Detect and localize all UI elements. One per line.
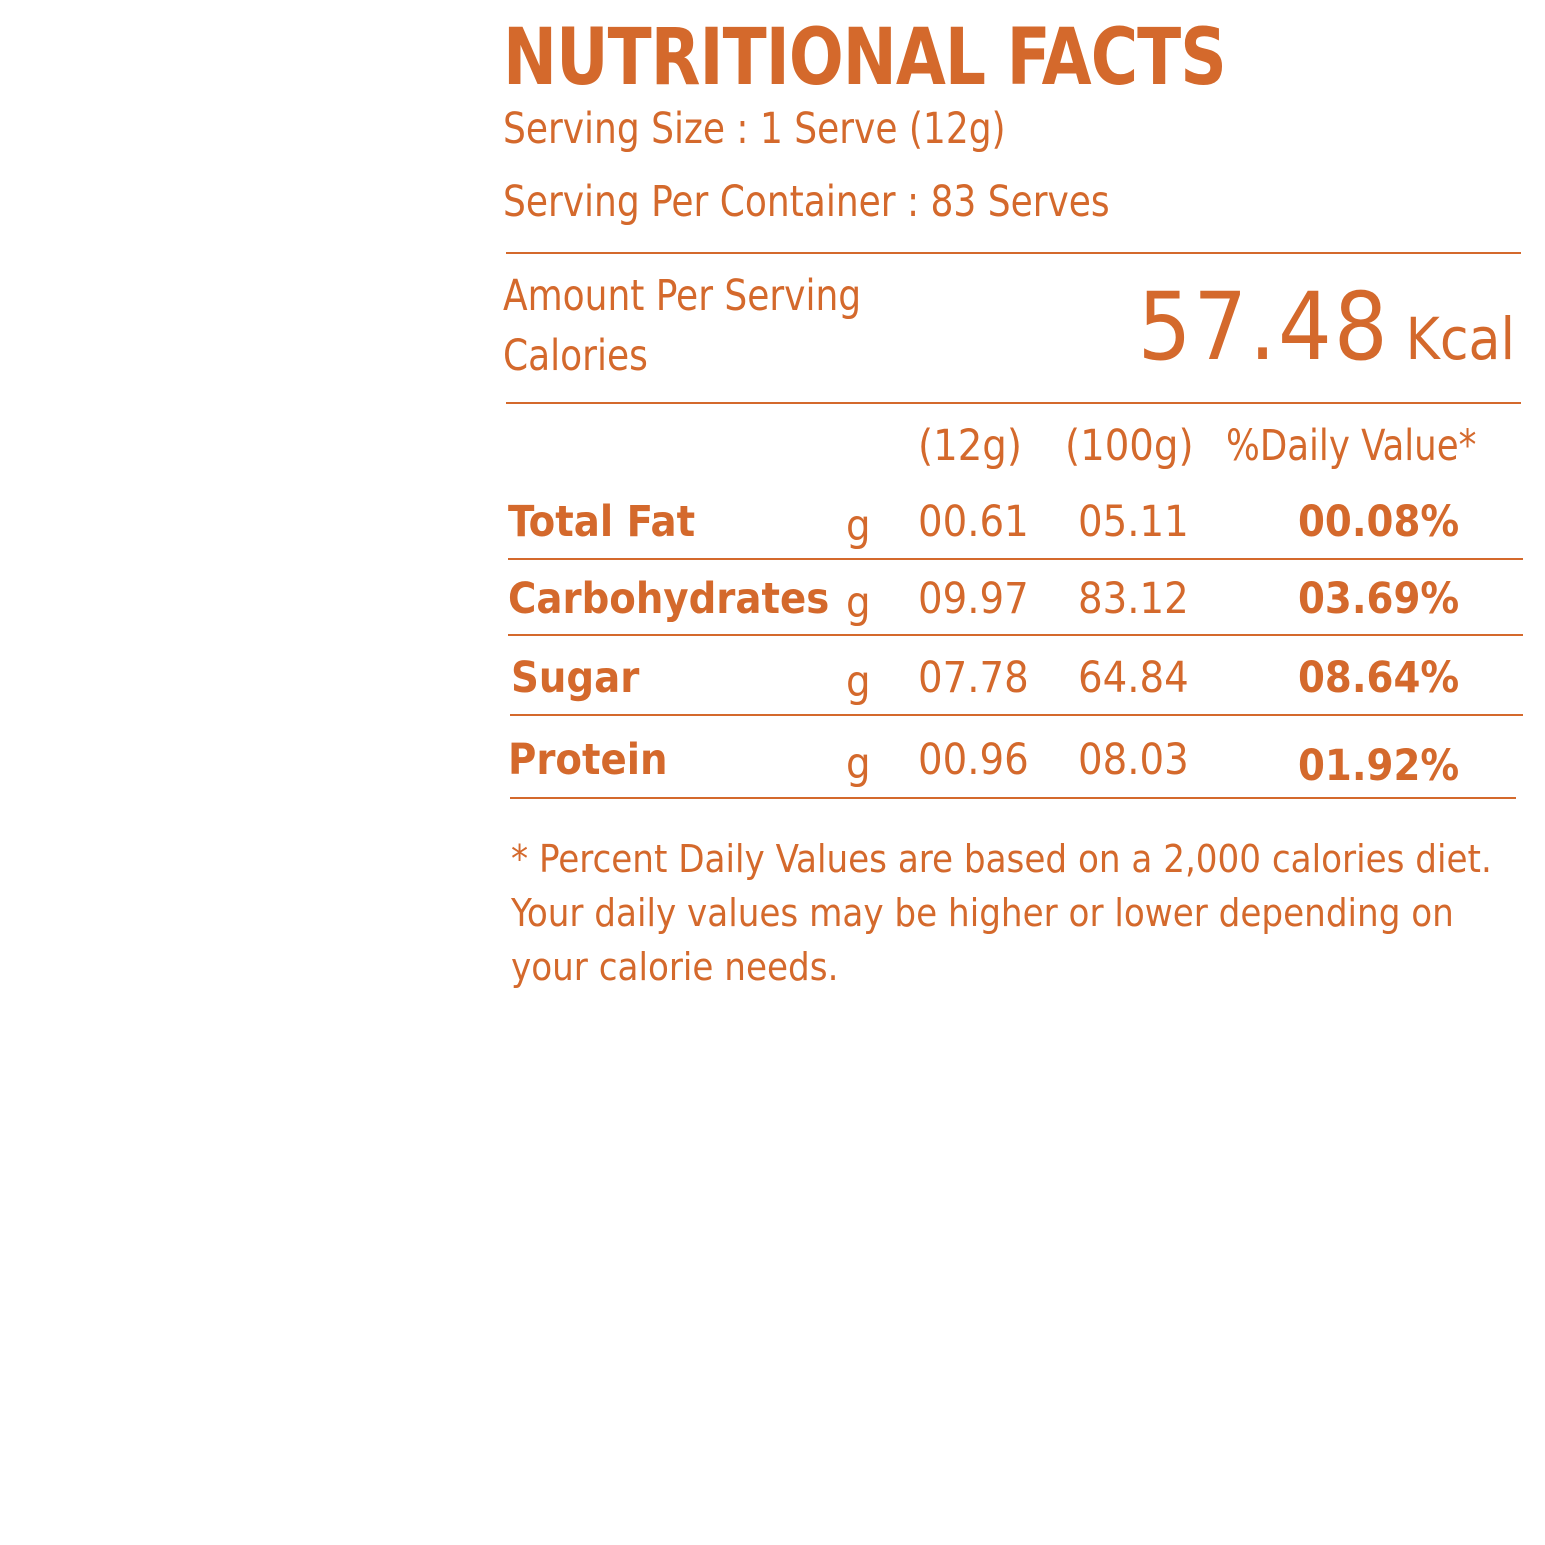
divider — [506, 252, 1521, 254]
nutrient-unit: g — [846, 657, 871, 707]
divider — [508, 634, 1523, 636]
value-100g: 08.03 — [1078, 735, 1189, 785]
divider — [506, 402, 1521, 404]
calories-unit: Kcal — [1405, 305, 1515, 373]
divider — [510, 714, 1523, 716]
column-header-100g: (100g) — [1065, 421, 1194, 471]
nutrition-facts-panel: NUTRITIONAL FACTS Serving Size : 1 Serve… — [503, 10, 1543, 1000]
serving-per-container: Serving Per Container : 83 Serves — [503, 177, 1110, 227]
calories-value: 57.48 — [1137, 273, 1390, 382]
nutrient-unit: g — [846, 739, 871, 789]
value-100g: 83.12 — [1078, 574, 1189, 624]
calories-value-group: 57.48 Kcal — [1138, 278, 1515, 378]
footnote: * Percent Daily Values are based on a 2,… — [511, 832, 1545, 994]
footnote-line: Your daily values may be higher or lower… — [511, 891, 1454, 935]
divider — [510, 797, 1516, 799]
value-12g: 07.78 — [918, 653, 1029, 703]
table-row: Protein g 00.96 08.03 01.92% — [508, 734, 1523, 794]
footnote-line: your calorie needs. — [511, 945, 839, 989]
value-12g: 00.61 — [918, 497, 1029, 547]
table-row: Carbohydrates g 09.97 83.12 03.69% — [508, 573, 1523, 633]
footnote-line: * Percent Daily Values are based on a 2,… — [511, 837, 1492, 881]
page-title: NUTRITIONAL FACTS — [503, 13, 1227, 103]
nutrient-name: Carbohydrates — [508, 574, 830, 624]
calories-label: Calories — [503, 331, 648, 381]
nutrient-name: Total Fat — [508, 497, 696, 547]
nutrient-name: Sugar — [511, 653, 640, 703]
table-row: Total Fat g 00.61 05.11 00.08% — [508, 496, 1523, 556]
value-12g: 09.97 — [918, 574, 1029, 624]
amount-per-serving-label: Amount Per Serving — [503, 271, 862, 321]
daily-value: 00.08% — [1298, 497, 1460, 547]
nutrient-unit: g — [846, 578, 871, 628]
daily-value: 08.64% — [1298, 653, 1460, 703]
divider — [508, 558, 1523, 560]
column-header-daily-value: %Daily Value* — [1226, 421, 1477, 471]
table-row: Sugar g 07.78 64.84 08.64% — [508, 652, 1523, 712]
value-100g: 05.11 — [1078, 497, 1189, 547]
value-12g: 00.96 — [918, 735, 1029, 785]
nutrient-name: Protein — [508, 735, 668, 785]
daily-value: 03.69% — [1298, 574, 1460, 624]
value-100g: 64.84 — [1078, 653, 1189, 703]
daily-value: 01.92% — [1298, 741, 1460, 791]
serving-size: Serving Size : 1 Serve (12g) — [503, 104, 1006, 154]
column-header-12g: (12g) — [918, 421, 1022, 471]
nutrient-unit: g — [846, 501, 871, 551]
